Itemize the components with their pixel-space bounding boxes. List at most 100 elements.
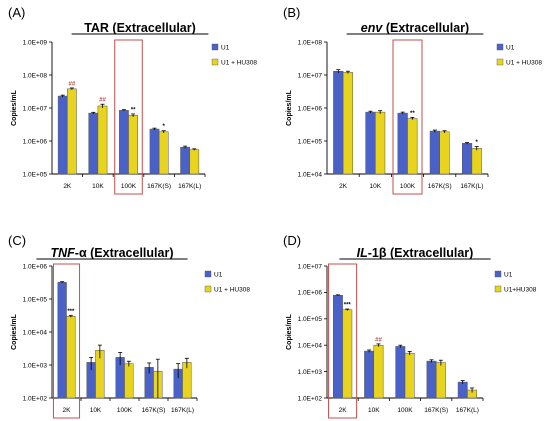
legend-label-u1: U1: [504, 272, 513, 279]
panel-label: (D): [283, 233, 301, 248]
bar-u1-167ks: [429, 130, 440, 175]
significance-mark: *: [476, 140, 479, 146]
y-tick-label: 1.0E+04: [23, 329, 48, 336]
legend-swatch-u1: [211, 43, 219, 51]
x-tick-label: 10K: [368, 407, 380, 414]
legend-swatch-hu308: [494, 285, 502, 293]
bar-u1-10k: [364, 350, 375, 399]
y-tick-label: 1.0E+05: [23, 296, 48, 303]
y-tick-label: 1.0E+05: [298, 316, 323, 323]
significance-mark: ***: [344, 303, 352, 309]
legend-swatch-hu308: [211, 58, 219, 66]
legend-label-hu308: U1 + HU308: [506, 60, 542, 67]
bar-u1-100k: [119, 110, 129, 175]
bar-u1-167ks: [426, 360, 437, 399]
bar-u1-100k: [395, 346, 406, 399]
chart-title: env (Extracellular): [361, 21, 469, 35]
title-italic-part: IL: [357, 246, 368, 260]
chart-title: IL-1β (Extracellular): [357, 246, 474, 260]
y-tick-label: 1.0E+03: [298, 369, 323, 376]
panel-label: (C): [8, 233, 26, 248]
bar-hu308-10k: [373, 344, 384, 399]
x-tick-label: 167K(L): [171, 407, 194, 414]
x-tick-label: 10K: [92, 183, 104, 190]
x-tick-label: 167K(L): [456, 407, 479, 414]
significance-mark: **: [410, 111, 415, 117]
bar-hu308-167ks: [158, 131, 169, 175]
x-tick-label: 2K: [339, 407, 348, 414]
highlight-box: [114, 39, 143, 195]
x-tick-label: 167K(L): [178, 183, 201, 190]
x-tick-label: 100K: [400, 183, 416, 190]
x-tick-label: 100K: [397, 407, 413, 414]
x-tick-label: 2K: [339, 183, 348, 190]
legend-label-u1: U1: [221, 45, 230, 52]
y-axis-label: Copies/mL: [11, 89, 18, 126]
bar-u1-10k: [365, 111, 376, 175]
y-tick-label: 1.0E+03: [23, 362, 48, 369]
bar-hu308-2k: [66, 316, 76, 399]
bar-u1-2k: [332, 294, 343, 399]
y-tick-label: 1.0E+04: [298, 171, 323, 178]
y-tick-label: 1.0E+06: [298, 105, 323, 112]
bar-hu308-2k: [342, 72, 354, 175]
y-tick-label: 1.0E+02: [23, 395, 48, 402]
x-tick-label: 2K: [63, 183, 72, 190]
y-tick-label: 1.0E+07: [298, 263, 323, 270]
panel-label: (B): [283, 5, 300, 20]
x-tick-label: 167K(L): [460, 183, 483, 190]
x-tick-label: 2K: [63, 407, 72, 414]
x-tick-label: 10K: [90, 407, 102, 414]
highlight-box: [392, 39, 423, 195]
bar-hu308-100k: [128, 115, 138, 175]
y-tick-label: 1.0E+02: [298, 395, 323, 402]
chart-title: TNF-α (Extracellular): [50, 246, 173, 260]
y-tick-label: 1.0E+07: [298, 72, 323, 79]
chart-panel-4: (D) IL-1β (Extracellular) 1.0E+02 1.0E+03 1.…: [283, 233, 537, 419]
bar-hu308-100k: [404, 352, 415, 399]
bar-hu308-2k: [342, 309, 353, 399]
y-axis-label: Copies/mL: [11, 313, 18, 350]
title-rest-part: -α (Extracellular): [75, 246, 174, 260]
legend-label-hu308: U1 + HU308: [221, 60, 257, 67]
bar-hu308-100k: [407, 118, 418, 175]
significance-mark: ##: [375, 337, 382, 343]
title-italic-part: env: [361, 21, 384, 35]
significance-mark: ##: [69, 81, 76, 87]
bar-hu308-167kl: [189, 149, 200, 175]
chart-title: TAR (Extracellular): [84, 21, 196, 35]
chart-panel-2: (B) env (Extracellular) 1.0E+04 1.0E+05 1.0E…: [283, 5, 542, 195]
bar-u1-100k: [397, 112, 408, 175]
y-tick-label: 1.0E+05: [298, 138, 323, 145]
legend-label-u1: U1: [506, 45, 515, 52]
bar-hu308-167ks: [435, 362, 446, 399]
x-tick-label: 10K: [370, 183, 382, 190]
x-tick-label: 100K: [121, 183, 137, 190]
bar-hu308-100k: [124, 363, 134, 399]
y-tick-label: 1.0E+08: [23, 72, 48, 79]
x-tick-label: 167K(S): [428, 183, 452, 190]
chart-panel-3: (C) TNF-α (Extracellular) 1.0E+02 1.0E+03 1.…: [8, 233, 250, 419]
bar-hu308-167ks: [439, 131, 450, 175]
legend-swatch-u1: [204, 270, 212, 278]
significance-mark: **: [131, 107, 136, 113]
bar-hu308-10k: [375, 111, 386, 175]
x-tick-label: 167K(S): [147, 183, 171, 190]
y-tick-label: 1.0E+06: [23, 138, 48, 145]
x-tick-label: 167K(S): [142, 407, 166, 414]
bar-hu308-10k: [97, 105, 108, 175]
legend-swatch-u1: [496, 43, 504, 51]
highlight-box: [52, 263, 81, 419]
chart-panel-1: (A) TAR (Extracellular) 1.0E+05 1.0E+06 1.0E…: [8, 5, 257, 195]
bar-u1-167kl: [457, 381, 468, 399]
y-tick-label: 1.0E+06: [23, 263, 48, 270]
highlight-box: [328, 263, 358, 419]
significance-mark: ##: [99, 98, 106, 104]
y-axis-label: Copies/mL: [286, 89, 293, 126]
bar-u1-2k: [333, 70, 344, 175]
title-italic-part: TNF: [50, 246, 75, 260]
bar-u1-167kl: [461, 143, 473, 175]
panel-label: (A): [8, 5, 25, 20]
y-tick-label: 1.0E+07: [23, 105, 48, 112]
x-tick-label: 167K(S): [424, 407, 448, 414]
